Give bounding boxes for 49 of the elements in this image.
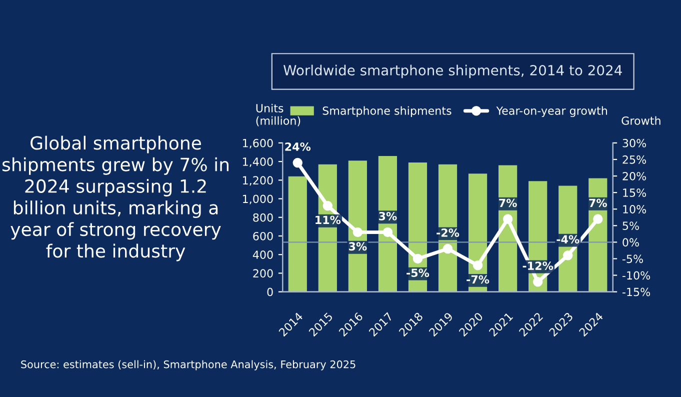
y-tick-label: 1,400 [243,158,273,168]
legend-label: Smartphone shipments [322,106,452,118]
y2-tick-label: 20% [622,172,646,180]
data-label: 24% [285,142,311,151]
source-note: Source: estimates (sell-in), Smartphone Analysis, February 2025 [21,360,356,370]
point [292,158,302,168]
chart-title: Worldwide smartphone shipments, 2014 to 2024 [283,64,622,78]
point [563,250,573,260]
data-label: -12% [522,262,554,270]
y2-axis-title: Growth [622,116,660,125]
data-label: 3% [348,242,367,251]
data-label: -4% [556,235,580,244]
y2-tick-label: -15% [622,288,650,296]
data-label: -7% [466,275,490,284]
data-label: 3% [379,212,397,220]
data-label: -2% [436,228,460,237]
y-tick-label: 0 [267,288,273,296]
y2-tick-label: 25% [622,155,646,164]
y-tick-label: 200 [253,269,273,278]
y2-tick-label: -10% [622,271,650,280]
point [412,254,423,264]
point [322,200,333,211]
bar [288,176,307,292]
point [442,244,453,254]
point [593,214,603,224]
y-tick-label: 400 [252,250,273,259]
y-tick-label: 1,000 [243,194,273,204]
y-tick-label: 800 [253,213,273,222]
y-tick-label: 1,200 [243,176,273,186]
y-tick-label: 1,600 [243,138,273,148]
y2-tick-label: 5% [622,222,639,230]
data-label: 7% [589,198,607,208]
y-tick-label: 600 [253,232,273,240]
y2-tick-label: 0% [622,238,639,247]
y2-tick-label: 10% [623,205,646,214]
data-label: -5% [406,268,430,278]
data-label: 7% [499,198,517,208]
y2-tick-label: 30% [622,138,646,148]
text: Global smartphone shipments grew by 7% in 2024 surpassing 1.2 billion units, marking a year of strong recovery for the industry [2,136,228,262]
point [472,260,483,270]
point [532,277,543,287]
point [502,214,513,224]
y2-tick-label: -5% [622,254,643,264]
y2-tick-label: 15% [623,188,646,197]
y-axis-title: Units (million) [256,104,300,126]
data-label: 11% [316,216,341,224]
point [352,227,363,238]
point [382,227,393,238]
legend-label: Year-on-year growth [496,106,607,118]
